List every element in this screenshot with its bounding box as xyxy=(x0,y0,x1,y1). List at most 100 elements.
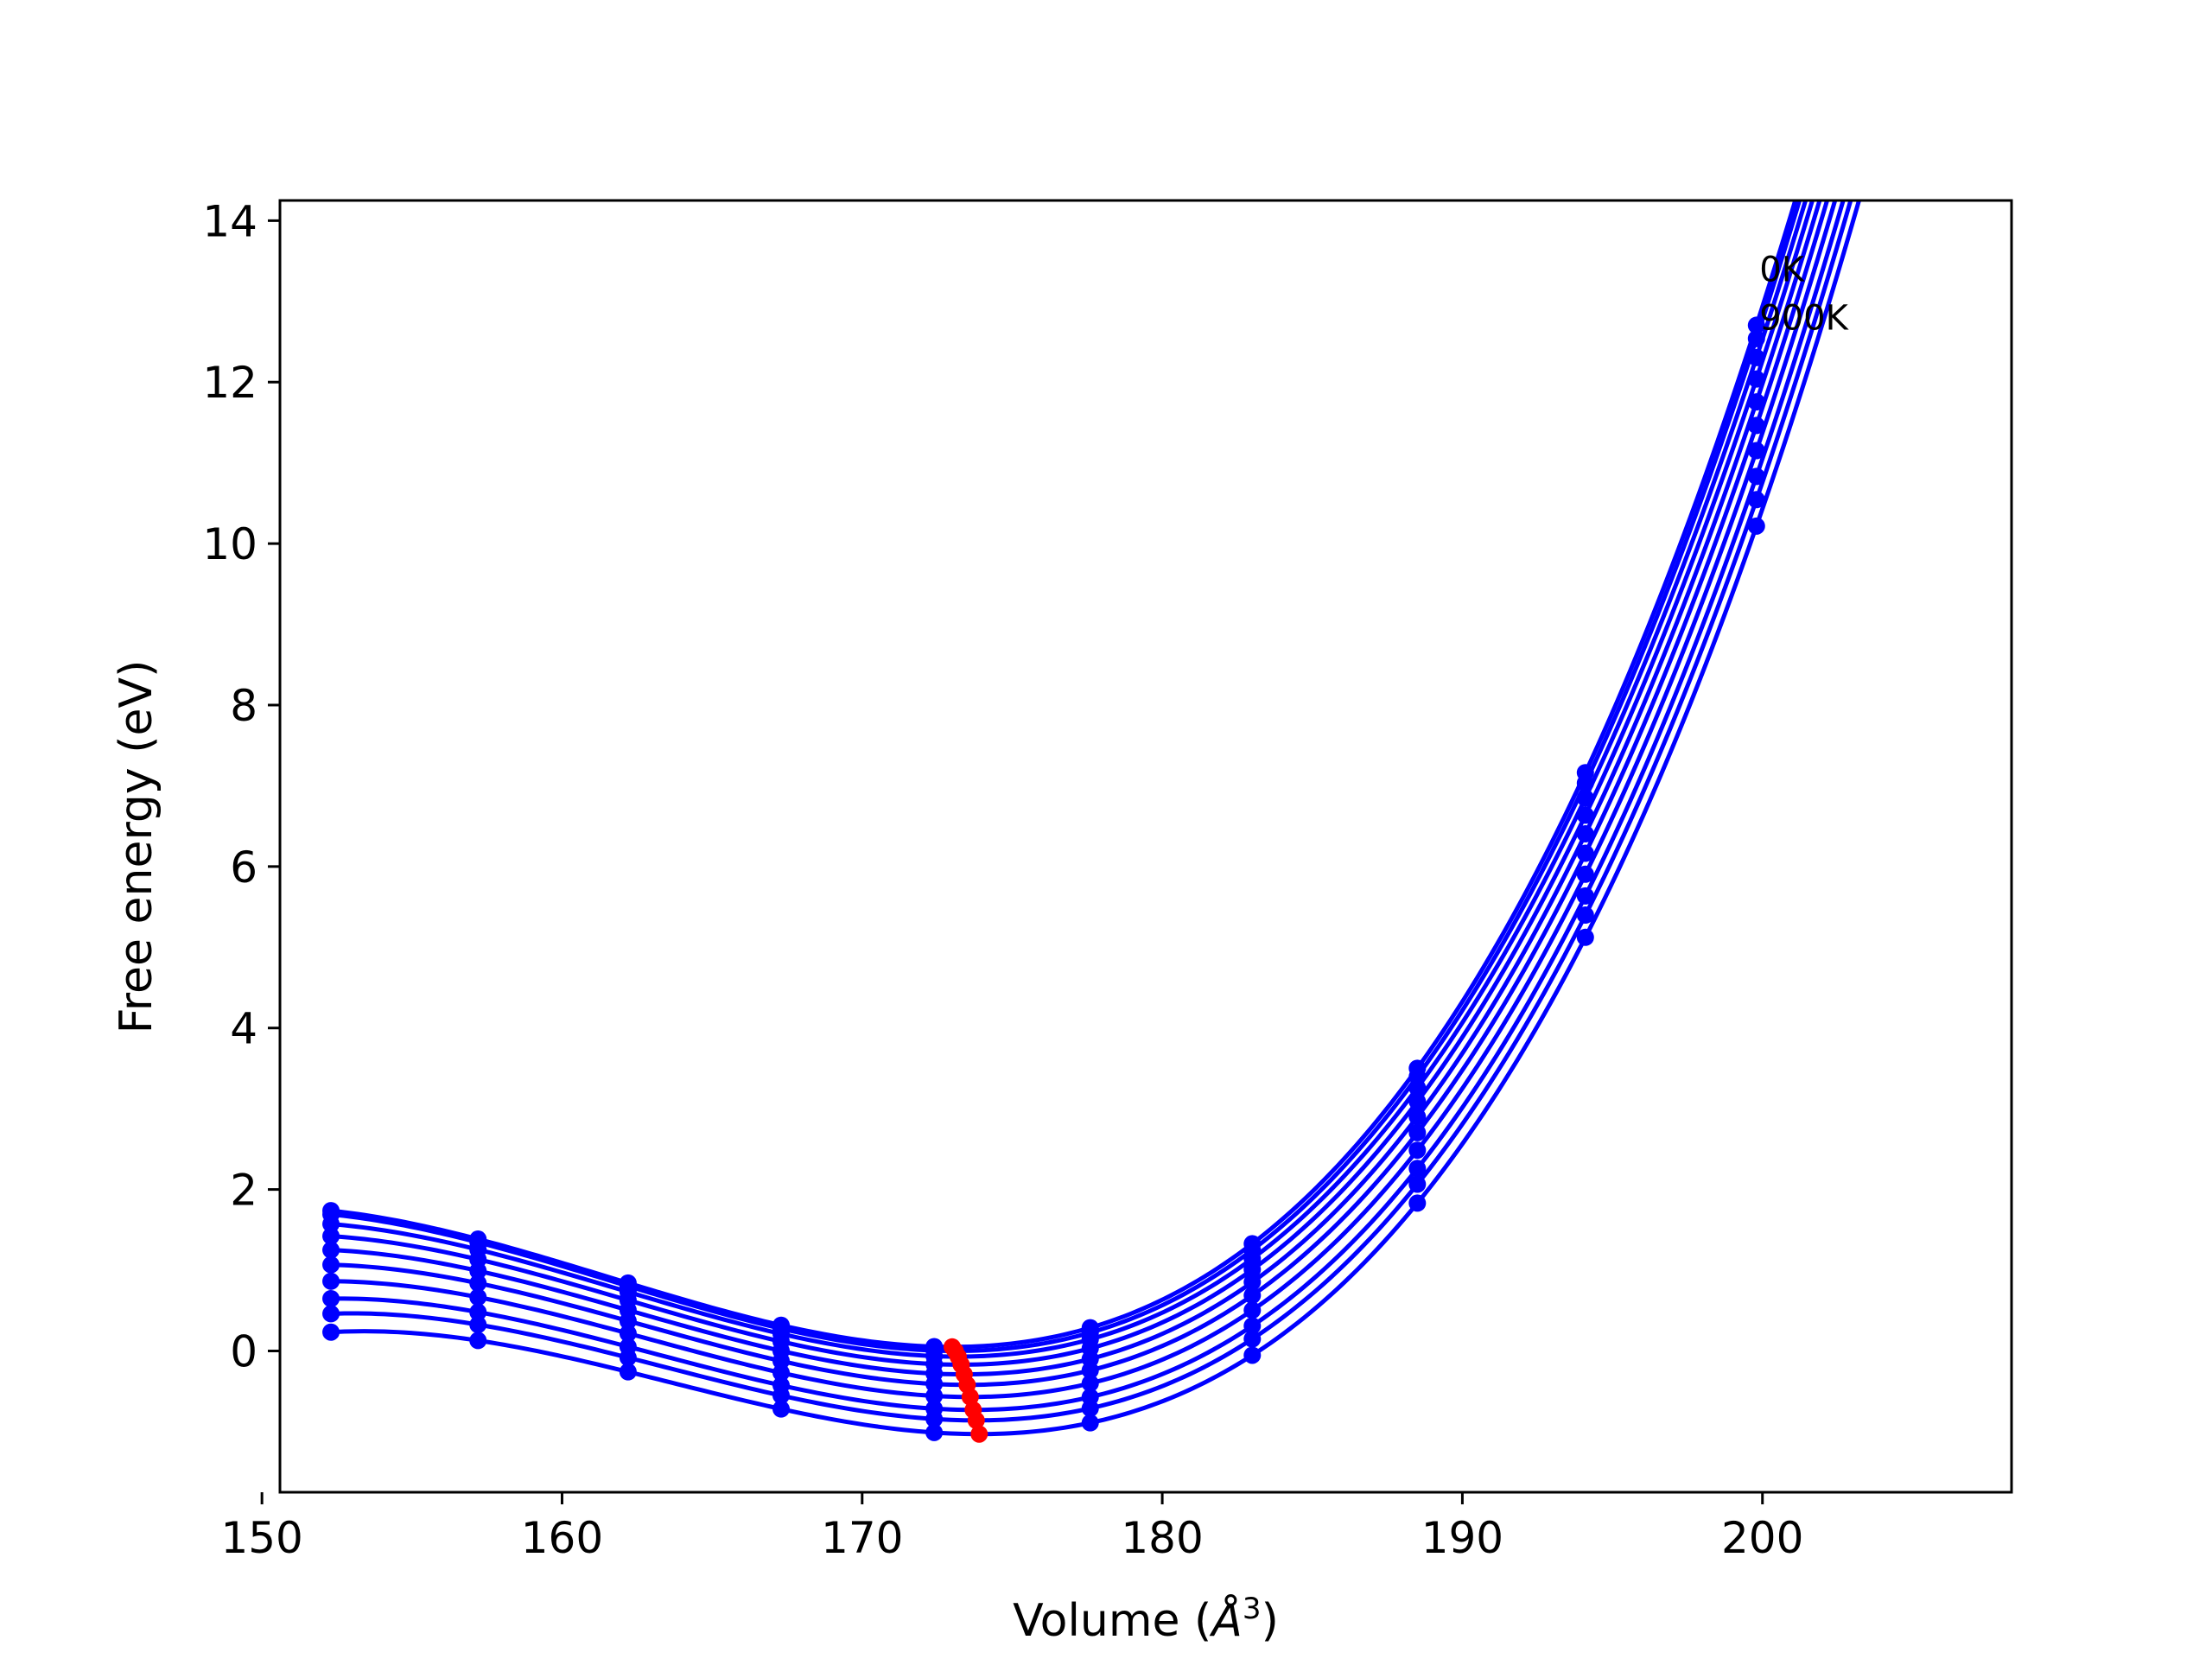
data-point-800K xyxy=(1747,491,1765,509)
data-point-300K xyxy=(1576,806,1594,824)
data-point-600K xyxy=(469,1288,487,1306)
data-point-800K xyxy=(469,1316,487,1334)
data-point-900K xyxy=(322,1323,340,1341)
data-point-800K xyxy=(1576,906,1594,925)
data-point-900K xyxy=(1408,1194,1427,1212)
data-point-900K xyxy=(619,1363,637,1381)
data-point-800K xyxy=(322,1305,340,1323)
y-axis-ticks: 0 2 4 6 8 10 12 14 xyxy=(202,196,280,1376)
data-point-700K xyxy=(1747,467,1765,486)
data-point-800K xyxy=(925,1410,944,1428)
fit-curve-400K xyxy=(330,200,1822,1377)
data-point-800K xyxy=(772,1387,791,1405)
fit-curve-500K xyxy=(330,200,1830,1388)
data-point-800K xyxy=(619,1349,637,1367)
data-point-200K xyxy=(322,1215,340,1233)
data-point-800K xyxy=(1081,1399,1099,1417)
fit-curve-600K xyxy=(331,200,1838,1400)
y-tick-label: 10 xyxy=(202,519,257,569)
data-point-400K xyxy=(1243,1273,1262,1291)
x-tick-label: 170 xyxy=(821,1513,903,1563)
x-axis-ticks: 150 160 170 180 190 200 xyxy=(220,1492,1803,1563)
data-point-500K xyxy=(469,1274,487,1293)
data-point-500K xyxy=(1081,1361,1099,1379)
data-point-900K xyxy=(1081,1414,1099,1432)
data-point-200K xyxy=(1576,789,1594,807)
fit-curve-900K xyxy=(330,200,1862,1437)
data-point-100K xyxy=(1576,774,1594,792)
y-tick-label: 12 xyxy=(202,358,257,408)
fit-curve-100K xyxy=(330,200,1802,1353)
x-axis-label-close: ) xyxy=(1262,1595,1279,1647)
y-tick-label: 0 xyxy=(230,1326,257,1376)
x-axis-label-text: Volume ( xyxy=(1013,1595,1211,1647)
data-point-600K xyxy=(1576,865,1594,883)
data-point-600K xyxy=(1081,1374,1099,1392)
data-point-100K xyxy=(1747,329,1765,347)
y-tick-label: 14 xyxy=(202,196,257,246)
annotation-label: 900K xyxy=(1759,299,1849,339)
fit-curve-0K xyxy=(330,200,1798,1350)
data-point-600K xyxy=(772,1363,791,1382)
data-point-400K xyxy=(1576,825,1594,843)
fit-curve-800K xyxy=(330,200,1853,1423)
minimum-point-900K xyxy=(970,1425,988,1443)
annotation-label: 0K xyxy=(1759,250,1805,289)
data-point-700K xyxy=(322,1289,340,1307)
data-point-500K xyxy=(1408,1123,1427,1141)
data-point-700K xyxy=(1243,1317,1262,1335)
data-point-900K xyxy=(469,1332,487,1350)
data-point-500K xyxy=(1747,416,1765,435)
fit-curves xyxy=(330,200,1862,1437)
data-point-0K xyxy=(1747,316,1765,334)
data-point-400K xyxy=(469,1262,487,1280)
minimum-points xyxy=(943,1338,988,1443)
data-point-300K xyxy=(1243,1261,1262,1279)
data-point-600K xyxy=(619,1325,637,1343)
data-point-400K xyxy=(1747,393,1765,411)
y-tick-label: 2 xyxy=(230,1166,257,1216)
data-point-600K xyxy=(1408,1141,1427,1160)
data-point-500K xyxy=(619,1312,637,1330)
fit-curve-700K xyxy=(331,200,1846,1413)
y-tick-label: 4 xyxy=(230,1004,257,1054)
data-point-900K xyxy=(1576,928,1594,946)
data-point-900K xyxy=(1243,1346,1262,1364)
data-point-800K xyxy=(1408,1175,1427,1193)
y-tick-label: 6 xyxy=(230,842,257,893)
temperature-annotations: 0K 900K xyxy=(1759,250,1849,338)
plot-frame xyxy=(278,199,2013,1494)
minimum-point-600K xyxy=(961,1388,979,1406)
data-point-600K xyxy=(1243,1301,1262,1319)
data-point-600K xyxy=(925,1387,944,1405)
minimum-point-800K xyxy=(967,1411,985,1429)
data-points xyxy=(322,316,1765,1441)
x-tick-label: 150 xyxy=(220,1513,302,1563)
data-point-800K xyxy=(1243,1330,1262,1348)
x-tick-label: 190 xyxy=(1421,1513,1503,1563)
data-point-300K xyxy=(1747,370,1765,388)
data-point-500K xyxy=(322,1255,340,1274)
plot-area xyxy=(280,200,2012,1492)
data-point-500K xyxy=(1576,844,1594,862)
x-axis-label-exponent: 3 xyxy=(1243,1592,1262,1626)
fit-curve-200K xyxy=(330,200,1808,1359)
data-point-500K xyxy=(925,1375,944,1393)
data-point-400K xyxy=(1408,1108,1427,1126)
data-point-900K xyxy=(1747,517,1765,535)
y-tick-label: 8 xyxy=(230,681,257,731)
x-axis-label: Volume (Å3) xyxy=(1013,1592,1279,1647)
data-point-900K xyxy=(772,1400,791,1418)
data-point-300K xyxy=(1408,1092,1427,1110)
x-tick-label: 160 xyxy=(521,1513,603,1563)
data-point-300K xyxy=(322,1227,340,1245)
data-point-600K xyxy=(322,1272,340,1290)
data-point-400K xyxy=(322,1241,340,1259)
data-point-200K xyxy=(1408,1078,1427,1096)
data-point-700K xyxy=(469,1303,487,1321)
x-tick-label: 200 xyxy=(1721,1513,1803,1563)
data-point-200K xyxy=(1747,348,1765,366)
x-axis-label-symbol: Å xyxy=(1209,1593,1243,1647)
y-axis-label: Free energy (eV) xyxy=(111,660,162,1034)
data-point-500K xyxy=(1243,1287,1262,1305)
